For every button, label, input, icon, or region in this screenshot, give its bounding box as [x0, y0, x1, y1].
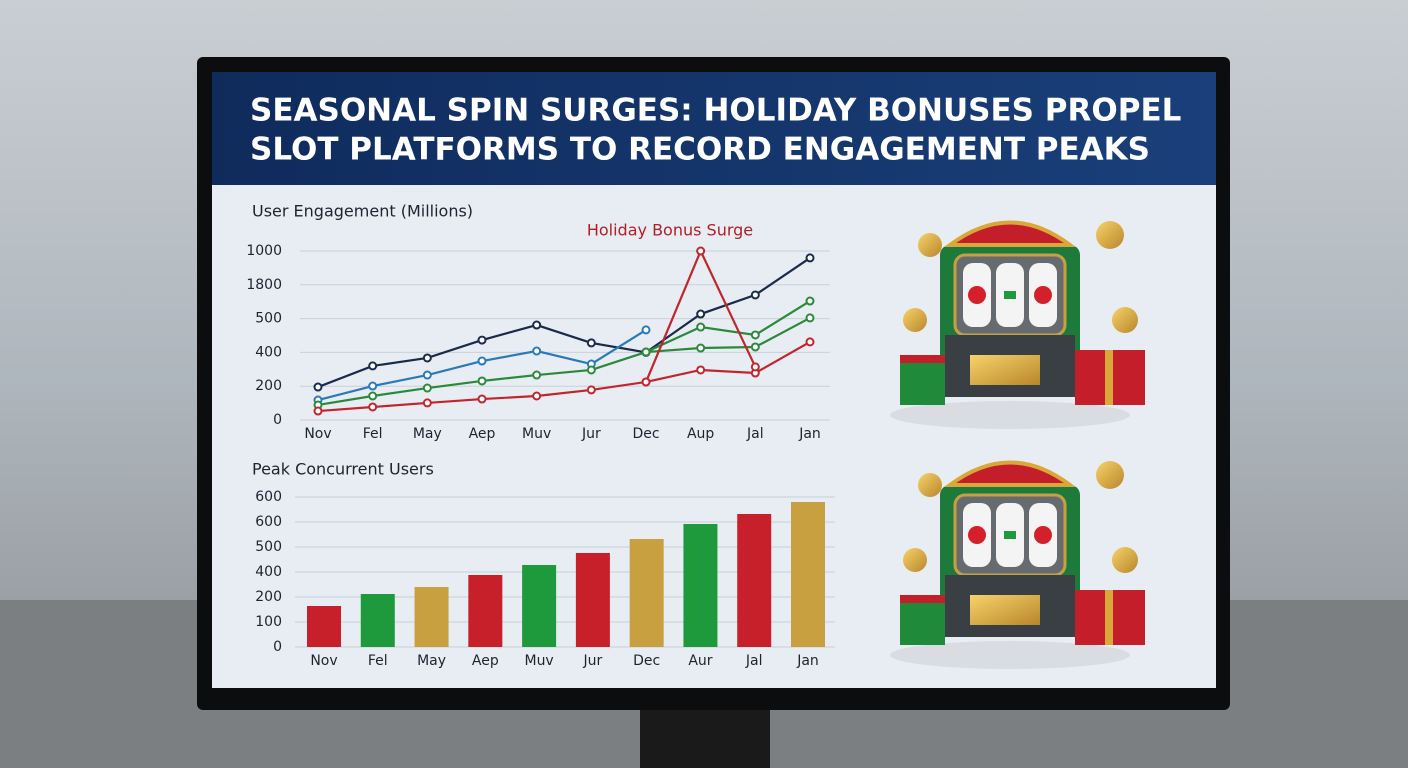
- data-point: [368, 361, 378, 371]
- data-point: [477, 335, 487, 345]
- series-line: [317, 340, 811, 413]
- x-tick-label: Aep: [472, 653, 499, 669]
- title-line: SEASONAL SPIN SURGES: HOLIDAY BONUSES PR…: [250, 93, 1181, 129]
- x-tick-label: Jal: [745, 653, 763, 669]
- y-tick-label: 0: [273, 639, 282, 655]
- data-point: [532, 346, 542, 356]
- data-point: [368, 391, 378, 401]
- y-tick-label: 500: [255, 311, 282, 327]
- data-point: [586, 365, 596, 375]
- y-tick-label: 100: [255, 614, 282, 630]
- data-point: [532, 320, 542, 330]
- data-point: [586, 338, 596, 348]
- data-point: [696, 246, 706, 256]
- data-point: [477, 376, 487, 386]
- bar: [468, 575, 503, 647]
- data-point: [477, 356, 487, 366]
- bar: [360, 594, 395, 647]
- data-point: [696, 343, 706, 353]
- bar: [629, 539, 664, 647]
- data-point: [696, 322, 706, 332]
- series-line: [645, 316, 811, 354]
- x-tick-label: Muv: [522, 426, 551, 442]
- y-tick-label: 200: [255, 378, 282, 394]
- data-point: [368, 402, 378, 412]
- data-point: [641, 325, 651, 335]
- data-point: [422, 398, 432, 408]
- data-point: [750, 362, 760, 372]
- y-tick-label: 0: [273, 412, 282, 428]
- series-line: [317, 300, 811, 407]
- title-line: SLOT PLATFORMS TO RECORD ENGAGEMENT PEAK…: [250, 132, 1150, 168]
- bar: [414, 587, 449, 647]
- x-tick-label: Dec: [633, 653, 660, 669]
- data-point: [532, 391, 542, 401]
- y-tick-label: 600: [255, 489, 282, 505]
- bar: [737, 514, 772, 647]
- x-tick-label: Jal: [746, 426, 764, 442]
- x-tick-label: Jur: [581, 426, 601, 442]
- bar: [575, 553, 610, 647]
- x-tick-label: Jan: [798, 426, 821, 442]
- data-point: [805, 313, 815, 323]
- data-point: [422, 370, 432, 380]
- data-point: [586, 385, 596, 395]
- data-point: [750, 330, 760, 340]
- x-tick-label: May: [413, 426, 442, 442]
- data-point: [696, 309, 706, 319]
- bar: [791, 502, 825, 647]
- x-tick-label: Aep: [469, 426, 496, 442]
- x-tick-label: Nov: [310, 653, 337, 669]
- bar: [683, 524, 718, 647]
- data-point: [368, 381, 378, 391]
- data-point: [805, 296, 815, 306]
- data-point: [422, 353, 432, 363]
- x-tick-label: May: [417, 653, 446, 669]
- x-tick-label: Aur: [688, 653, 712, 669]
- line-chart-title: User Engagement (Millions): [252, 202, 473, 221]
- x-tick-label: Jur: [583, 653, 603, 669]
- data-point: [313, 382, 323, 392]
- annotation: Holiday Bonus Surge: [587, 221, 753, 240]
- data-point: [477, 394, 487, 404]
- data-point: [696, 365, 706, 375]
- data-point: [422, 383, 432, 393]
- y-tick-label: 1000: [246, 243, 282, 259]
- series-line: [317, 257, 811, 389]
- data-point: [805, 337, 815, 347]
- x-tick-label: Muv: [524, 653, 553, 669]
- data-point: [750, 290, 760, 300]
- y-tick-label: 400: [255, 564, 282, 580]
- y-tick-label: 200: [255, 589, 282, 605]
- x-tick-label: Aup: [687, 426, 714, 442]
- x-tick-label: Dec: [632, 426, 659, 442]
- x-tick-label: Nov: [304, 426, 331, 442]
- monitor-stand: [640, 705, 770, 768]
- data-point: [313, 406, 323, 416]
- x-tick-label: Fel: [363, 426, 383, 442]
- y-tick-label: 400: [255, 344, 282, 360]
- data-point: [805, 253, 815, 263]
- data-point: [532, 370, 542, 380]
- y-tick-label: 1800: [246, 277, 282, 293]
- x-tick-label: Jan: [796, 653, 819, 669]
- y-tick-label: 500: [255, 539, 282, 555]
- header-band: [212, 72, 1216, 185]
- data-point: [641, 347, 651, 357]
- data-point: [641, 377, 651, 387]
- x-tick-label: Fel: [368, 653, 388, 669]
- bar: [522, 565, 557, 647]
- y-tick-label: 600: [255, 514, 282, 530]
- data-point: [750, 342, 760, 352]
- bar-chart-title: Peak Concurrent Users: [252, 460, 434, 479]
- bar: [307, 606, 341, 647]
